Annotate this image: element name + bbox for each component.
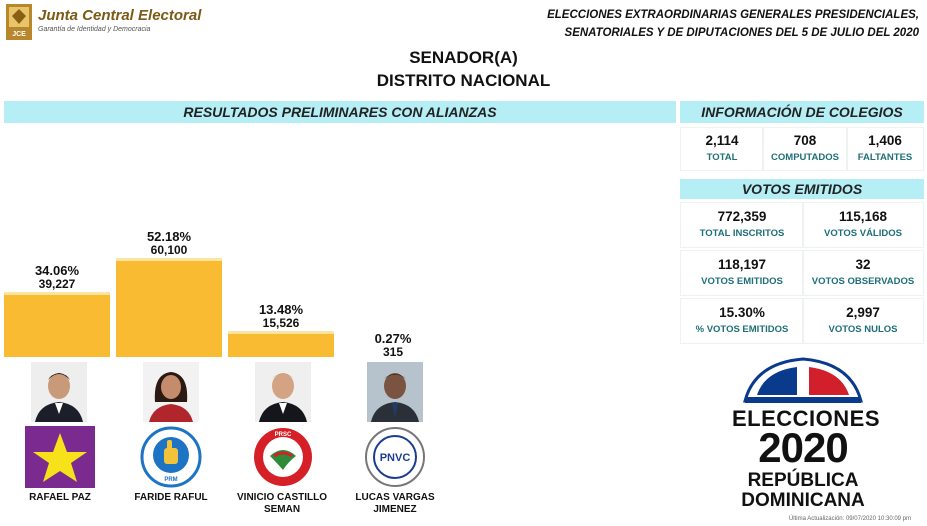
- candidate-photo-vinicio-castillo: [255, 362, 311, 422]
- result-percent: 13.48%: [258, 302, 304, 318]
- result-bar: [228, 331, 334, 357]
- result-votes: 15,526: [262, 316, 300, 331]
- elecciones-word: ELECCIONES: [732, 406, 881, 431]
- candidate-name: RAFAEL PAZ: [10, 492, 110, 504]
- person-icon: [367, 362, 423, 422]
- colegios-computados-box: 708 COMPUTADOS: [762, 127, 848, 171]
- thumbs-up-icon: PRM: [136, 426, 206, 488]
- colegios-total-label: TOTAL: [706, 152, 738, 163]
- candidate-photo-lucas-vargas: [367, 362, 423, 422]
- votos-observados-label: VOTOS OBSERVADOS: [811, 276, 915, 287]
- result-votes: 60,100: [150, 242, 188, 257]
- results-chart: 34.06% 52.18% 13.48% 0.27% 39,227 60,100…: [0, 124, 680, 526]
- candidate-name-line1: LUCAS VARGAS: [355, 492, 435, 503]
- votos-observados-box: 32 VOTOS OBSERVADOS: [802, 250, 924, 296]
- election-title-line1: ELECCIONES EXTRAORDINARIAS GENERALES PRE…: [547, 9, 919, 21]
- pnvc-label: PNVC: [380, 452, 411, 464]
- candidate-name-line2: JIMENEZ: [373, 504, 417, 515]
- org-name: Junta Central Electoral: [38, 7, 202, 24]
- prsc-label: PRSC: [275, 432, 292, 438]
- candidate-name-line1: FARIDE RAFUL: [134, 492, 208, 503]
- votos-pct-emitidos-box: 15.30% % VOTOS EMITIDOS: [680, 298, 804, 344]
- colegios-faltantes-box: 1,406 FALTANTES: [846, 127, 924, 171]
- election-title-line2: SENATORIALES Y DE DIPUTACIONES DEL 5 DE …: [564, 27, 919, 39]
- candidate-name: LUCAS VARGAS JIMENEZ: [345, 492, 445, 516]
- votos-heading: VOTOS EMITIDOS: [680, 179, 924, 199]
- jce-logo-text: JCE: [12, 31, 26, 38]
- votos-validos-box: 115,168 VOTOS VÁLIDOS: [802, 202, 924, 248]
- votos-pct-emitidos-value: 15.30%: [719, 305, 765, 320]
- flag-ballot-icon: [743, 357, 863, 403]
- votos-nulos-label: VOTOS NULOS: [828, 324, 898, 335]
- votos-emitidos-box: 118,197 VOTOS EMITIDOS: [680, 250, 804, 296]
- org-tagline: Garantía de Identidad y Democracia: [38, 26, 151, 33]
- colegios-total-value: 2,114: [705, 133, 739, 148]
- result-bar: [116, 257, 222, 357]
- colegios-computados-label: COMPUTADOS: [771, 152, 839, 163]
- votos-nulos-box: 2,997 VOTOS NULOS: [802, 298, 924, 344]
- candidate-name-line1: VINICIO CASTILLO: [237, 492, 327, 503]
- result-percent: 0.27%: [374, 331, 412, 346]
- candidate-photo-faride-raful: [143, 362, 199, 422]
- candidate-name: FARIDE RAFUL: [121, 492, 221, 504]
- jce-logo: JCE: [6, 4, 32, 40]
- votos-inscritos-label: TOTAL INSCRITOS: [699, 228, 785, 239]
- candidate-name-line2: SEMAN: [263, 504, 301, 515]
- colegios-computados-value: 708: [793, 133, 817, 148]
- dominicana-text: DOMINICANA: [741, 490, 865, 511]
- result-votes: 39,227: [38, 277, 76, 292]
- candidate-name: VINICIO CASTILLO SEMAN: [226, 492, 338, 516]
- result-bar: [4, 292, 110, 357]
- votos-inscritos-box: 772,359 TOTAL INSCRITOS: [680, 202, 804, 248]
- colegios-heading: INFORMACIÓN DE COLEGIOS: [680, 101, 924, 123]
- office-title: SENADOR(A): [409, 48, 518, 67]
- votos-inscritos-value: 772,359: [717, 209, 767, 224]
- candidate-photo-rafael-paz: [31, 362, 87, 422]
- district-title: DISTRITO NACIONAL: [376, 71, 551, 90]
- result-percent: 34.06%: [34, 263, 80, 279]
- votos-observados-value: 32: [855, 257, 871, 272]
- prm-label: PRM: [164, 477, 177, 483]
- last-update-stamp: Última Actualización: 09/07/2020 10:30:0…: [788, 516, 911, 522]
- votos-emitidos-value: 118,197: [717, 257, 767, 272]
- colegios-total-box: 2,114 TOTAL: [680, 127, 764, 171]
- party-logo-pnvc: PNVC: [360, 426, 430, 488]
- votos-validos-value: 115,168: [838, 209, 888, 224]
- party-logo-prm: PRM: [136, 426, 206, 488]
- votos-pct-emitidos-label: % VOTOS EMITIDOS: [695, 324, 789, 335]
- elecciones-year: 2020: [758, 424, 848, 471]
- party-logo-prsc: PRSC: [248, 426, 318, 488]
- star-icon: [25, 426, 95, 488]
- person-icon: [255, 362, 311, 422]
- votos-emitidos-label: VOTOS EMITIDOS: [701, 276, 783, 287]
- republica-text: REPÚBLICA: [747, 470, 859, 491]
- result-percent: 52.18%: [146, 228, 192, 244]
- results-heading: RESULTADOS PRELIMINARES CON ALIANZAS: [4, 101, 676, 123]
- result-votes: 315: [382, 345, 404, 359]
- party-logo-plp: [25, 426, 95, 488]
- votos-nulos-value: 2,997: [846, 305, 880, 320]
- election-title: ELECCIONES EXTRAORDINARIAS GENERALES PRE…: [479, 6, 919, 42]
- colegios-faltantes-label: FALTANTES: [857, 152, 913, 163]
- person-icon: [31, 362, 87, 422]
- candidate-name-line1: RAFAEL PAZ: [29, 492, 91, 503]
- colegios-faltantes-value: 1,406: [868, 133, 902, 148]
- person-icon: [143, 362, 199, 422]
- pnvc-icon: PNVC: [360, 426, 430, 488]
- votos-validos-label: VOTOS VÁLIDOS: [824, 228, 902, 239]
- elecciones-logo: [735, 355, 871, 405]
- fnp-flag-icon: PRSC: [248, 426, 318, 488]
